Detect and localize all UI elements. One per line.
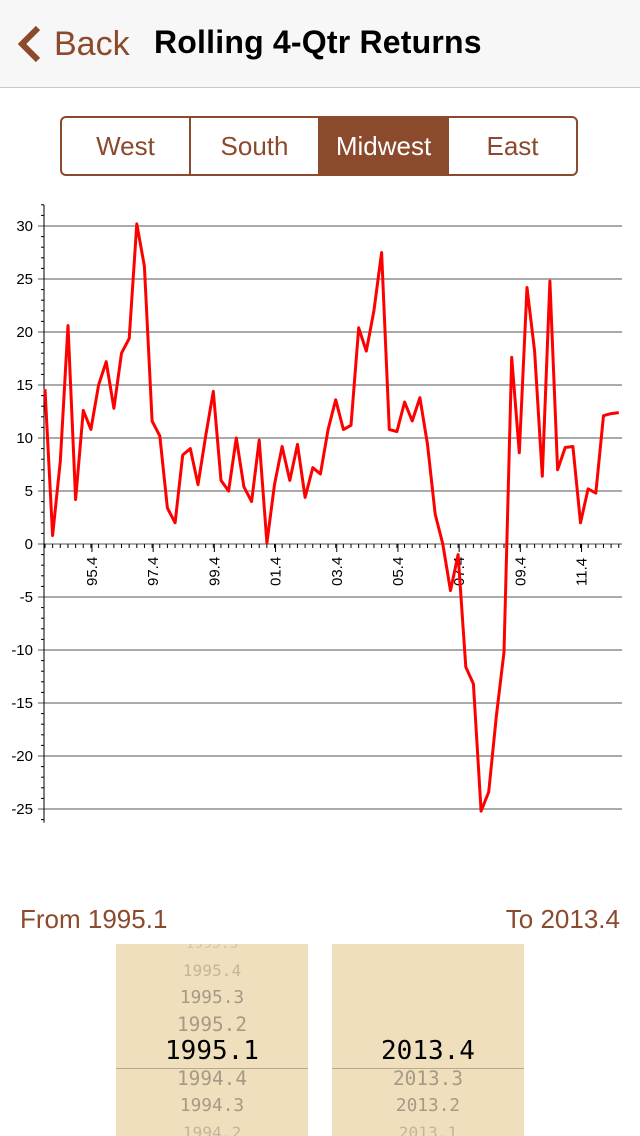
y-tick-label: 5 [25,483,33,500]
picker-row-selected[interactable]: 1995.1 [165,1036,259,1067]
back-button-label: Back [54,24,130,63]
x-tick-label: 11.4 [574,558,591,586]
x-tick-label: 05.4 [390,557,407,586]
x-tick-label: 97.4 [145,557,162,586]
range-from-label: From 1995.1 [20,904,168,934]
picker-row[interactable]: 1994.3 [179,1095,245,1117]
picker-row[interactable]: 2013.1 [398,1123,458,1136]
picker-row[interactable]: 1995.3 [179,987,245,1009]
picker-selection-line [116,1068,308,1069]
segment-midwest[interactable]: Midwest [320,118,449,174]
page-title: Rolling 4-Qtr Returns [154,24,482,60]
y-tick-label: -25 [11,801,33,818]
y-tick-label: 30 [16,218,33,235]
picker-selection-line [332,1068,524,1069]
picker-row-selected[interactable]: 2013.4 [381,1036,475,1067]
returns-line-chart: 30 25 20 15 10 5 0 -5 -10 -15 -20 -25 95.4 97.4 99.4 01… [11,204,622,823]
to-quarter-picker[interactable]: 2013.4 2013.3 2013.2 2013.1 [332,944,524,1136]
y-tick-label: 0 [25,536,33,553]
region-segmented-control: West South Midwest East [60,116,578,176]
y-tick-label: -10 [11,642,33,659]
picker-row[interactable]: 1994.2 [182,1123,242,1136]
y-tick-label: 25 [16,271,33,288]
series-line [43,222,619,813]
x-tick-label: 03.4 [329,557,346,586]
x-tick-label: 01.4 [268,557,285,586]
picker-row[interactable]: 1995.4 [182,961,242,981]
segment-south[interactable]: South [191,118,320,174]
x-tick-label: 09.4 [512,557,529,586]
back-button[interactable]: Back [14,20,130,68]
y-tick-label: -5 [20,589,33,606]
chevron-left-icon [17,25,41,63]
y-tick-label: -15 [11,695,33,712]
range-to-label: To 2013.4 [505,904,620,934]
y-tick-label: 10 [16,430,33,447]
y-tick-label: 15 [16,377,33,394]
y-tick-label: 20 [16,324,33,341]
picker-row[interactable]: 1995.5 [116,944,308,952]
picker-row[interactable]: 2013.2 [395,1095,461,1117]
x-tick-label: 99.4 [206,557,223,586]
navigation-bar: Back Rolling 4-Qtr Returns [0,0,640,88]
picker-row[interactable]: 2013.3 [392,1067,464,1091]
y-tick-label: -20 [11,748,33,765]
x-tick-label: 95.4 [84,557,101,586]
picker-row[interactable]: 1994.4 [176,1067,248,1091]
segment-east[interactable]: East [486,130,539,161]
segment-west[interactable]: West [62,118,191,174]
picker-row[interactable]: 1995.2 [176,1013,248,1037]
